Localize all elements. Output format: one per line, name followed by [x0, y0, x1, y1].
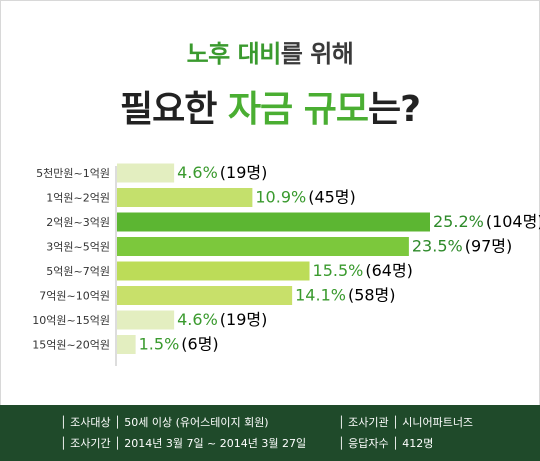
title-line-2-pre: 필요한: [120, 89, 228, 130]
bar: [117, 188, 253, 207]
survey-period: │ 조사기간 │ 2014년 3월 7일 ~ 2014년 3월 27일: [60, 437, 307, 450]
category-label: 7억원~10억원: [39, 290, 110, 303]
survey-respondents: │ 응답자수 │ 412명: [338, 437, 434, 450]
survey-info-footer: │ 조사대상 │ 50세 이상 (유어스테이지 회원) │ 조사기관 │ 시니어…: [0, 405, 540, 461]
data-label: 10.9% (45명): [255, 188, 355, 207]
category-label: 2억원~3억원: [46, 216, 110, 229]
data-label: 25.2% (104명): [433, 212, 540, 231]
bar: [117, 212, 430, 232]
data-label: 23.5% (97명): [412, 237, 512, 256]
title-line-2-post: 는?: [367, 89, 421, 130]
title-line-2-accent: 자금 규모: [227, 89, 369, 130]
category-label: 5억원~7억원: [46, 265, 110, 278]
title-line-1-accent: 노후 대비: [186, 40, 282, 68]
bar: [117, 335, 136, 354]
category-label: 3억원~5억원: [46, 241, 110, 254]
data-label: 4.6% (19명): [177, 310, 267, 329]
category-label: 10억원~15억원: [32, 314, 110, 327]
bar-chart: 5천만원~1억원 4.6% (19명) 1억원~2억원 10.9% (45명) 2억원~3억…: [32, 163, 540, 366]
category-label: 15억원~20억원: [32, 339, 110, 352]
data-label: 15.5% (64명): [313, 261, 413, 280]
title-line-1: 노후 대비를 위해: [0, 34, 540, 69]
bar: [117, 163, 175, 183]
survey-target: │ 조사대상 │ 50세 이상 (유어스테이지 회원): [60, 416, 269, 429]
data-label: 14.1% (58명): [295, 286, 395, 305]
bar: [117, 261, 310, 281]
survey-agency: │ 조사기관 │ 시니어파트너즈: [338, 416, 474, 429]
title-line-2: 필요한 자금 규모는?: [0, 80, 540, 132]
bar: [117, 310, 175, 330]
bar: [117, 237, 409, 256]
data-label: 4.6% (19명): [177, 163, 267, 182]
bar: [117, 286, 293, 305]
data-label: 1.5% (6명): [139, 335, 219, 354]
title-line-1-rest: 를 위해: [280, 40, 354, 68]
category-label: 1억원~2억원: [46, 192, 110, 205]
category-label: 5천만원~1억원: [36, 166, 110, 180]
